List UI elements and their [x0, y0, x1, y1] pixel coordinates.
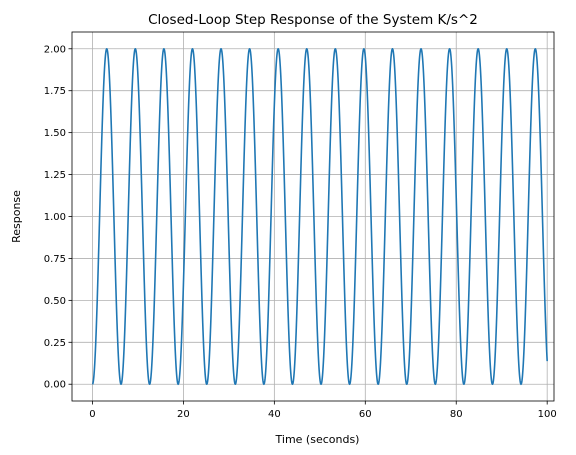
y-tick-label: 2.00	[44, 44, 66, 55]
y-tick-label: 0.75	[44, 254, 66, 265]
x-axis: 0 20 40 60 80 100	[89, 401, 557, 420]
x-tick-label: 20	[177, 409, 190, 420]
response-line	[91, 47, 548, 386]
y-tick-label: 0.00	[44, 380, 66, 391]
x-tick-label: 40	[268, 409, 281, 420]
y-axis: 0.00 0.25 0.50 0.75 1.00 1.25 1.50 1.75 2.00	[44, 44, 72, 391]
x-tick-label: 80	[450, 409, 463, 420]
y-tick-label: 1.75	[44, 86, 66, 97]
x-tick-label: 0	[89, 409, 95, 420]
x-axis-label: Time (seconds)	[275, 433, 360, 446]
series-layer	[91, 47, 548, 386]
chart-title: Closed-Loop Step Response of the System …	[148, 12, 478, 28]
y-tick-label: 1.25	[44, 170, 66, 181]
y-tick-label: 1.50	[44, 128, 66, 139]
x-tick-label: 60	[359, 409, 372, 420]
y-tick-label: 1.00	[44, 212, 66, 223]
x-tick-label: 100	[538, 409, 557, 420]
y-axis-label: Response	[10, 190, 23, 243]
y-tick-label: 0.25	[44, 338, 66, 349]
y-tick-label: 0.50	[44, 296, 66, 307]
